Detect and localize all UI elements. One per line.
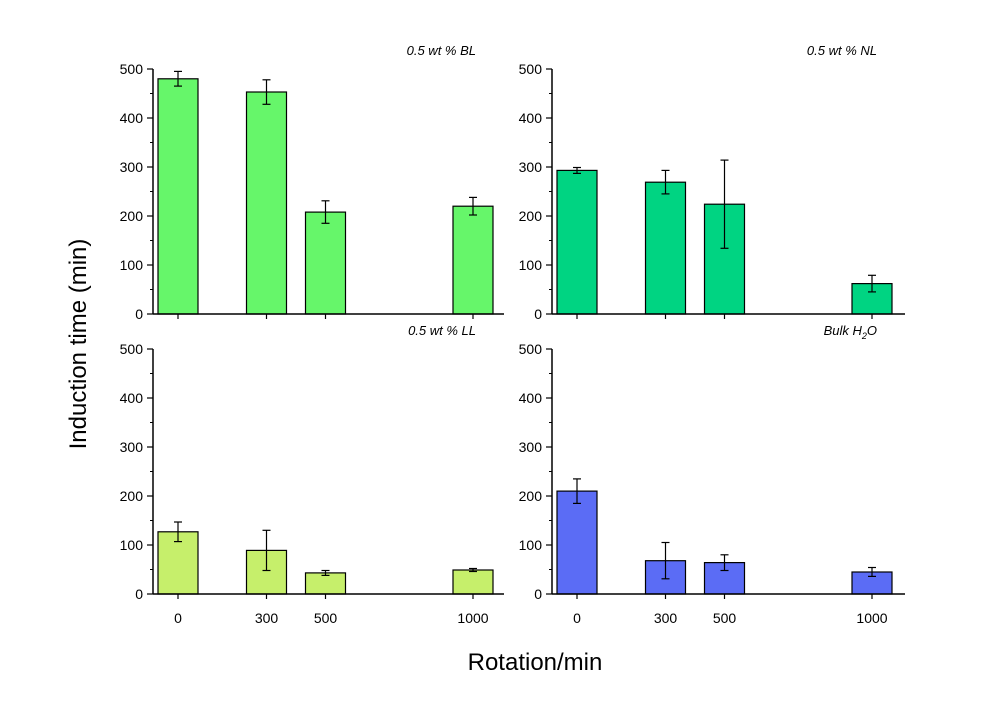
bar-1000: [452, 569, 494, 595]
error-bar-0: [174, 70, 182, 87]
y-axis-title: Induction time (min): [65, 239, 92, 450]
bar-0: [556, 490, 598, 595]
y-tick-label: 400: [120, 390, 144, 406]
panel-title: Bulk H2O: [824, 323, 877, 341]
error-bar-1000: [868, 274, 876, 293]
y-tick-label: 100: [519, 257, 543, 273]
error-bar-1000: [868, 566, 876, 578]
x-tick-label: 500: [713, 610, 737, 626]
y-tick-label: 300: [519, 439, 543, 455]
y-tick-label: 200: [120, 208, 144, 224]
error-bar-500: [321, 569, 330, 577]
x-axis-title: Rotation/min: [468, 649, 603, 676]
x-tick-label: 300: [255, 610, 279, 626]
y-tick-label: 400: [519, 110, 543, 126]
y-tick-label: 500: [120, 61, 144, 77]
bar-0: [157, 78, 199, 315]
y-tick-label: 100: [120, 537, 144, 553]
x-tick-label: 0: [573, 610, 581, 626]
x-tick-label: 1000: [457, 610, 488, 626]
panel-title: 0.5 wt % BL: [407, 43, 476, 58]
x-tick-label: 300: [654, 610, 678, 626]
error-bar-300: [262, 79, 271, 105]
x-tick-label: 500: [314, 610, 338, 626]
bar-0: [556, 169, 598, 315]
y-tick-label: 100: [120, 257, 144, 273]
error-bar-300: [661, 169, 670, 195]
panel-1: 0 100 200 300 400 500 0.5 wt % BL: [120, 43, 504, 322]
error-bar-0: [573, 478, 581, 504]
bar-500: [304, 211, 347, 315]
error-bar-500: [321, 200, 330, 224]
y-tick-label: 200: [519, 488, 543, 504]
y-tick-label: 500: [120, 341, 144, 357]
panel-2: 0 100 200 300 400 500 0.5 wt % NL: [519, 43, 905, 322]
y-tick-label: 200: [120, 488, 144, 504]
y-tick-label: 0: [135, 586, 143, 602]
y-tick-label: 0: [135, 306, 143, 322]
y-tick-label: 500: [519, 341, 543, 357]
y-tick-label: 0: [534, 586, 542, 602]
x-tick-label: 1000: [856, 610, 887, 626]
error-bar-500: [720, 159, 729, 249]
y-tick-label: 100: [519, 537, 543, 553]
error-bar-300: [262, 529, 271, 572]
error-bar-500: [720, 554, 729, 572]
y-tick-label: 200: [519, 208, 543, 224]
y-tick-label: 300: [120, 159, 144, 175]
bar-300: [644, 181, 687, 315]
bar-300: [245, 91, 288, 315]
error-bar-1000: [469, 196, 477, 216]
y-tick-label: 400: [120, 110, 144, 126]
y-tick-label: 400: [519, 390, 543, 406]
panel-3: 0 100 200 300 400 500 0 300 500 1000 0.5 wt % LL: [120, 323, 504, 626]
error-bar-0: [174, 521, 182, 543]
bar-1000: [452, 205, 494, 315]
bar-500: [304, 572, 347, 595]
panel-title: 0.5 wt % NL: [807, 43, 877, 58]
panel-title: 0.5 wt % LL: [408, 323, 476, 338]
y-tick-label: 300: [120, 439, 144, 455]
panel-4: 0 100 200 300 400 500 0 300 500 1000 Bulk H2O: [519, 323, 905, 626]
y-tick-label: 0: [534, 306, 542, 322]
y-tick-label: 500: [519, 61, 543, 77]
error-bar-0: [573, 166, 581, 174]
x-tick-label: 0: [174, 610, 182, 626]
error-bar-300: [661, 541, 670, 580]
error-bar-1000: [469, 567, 477, 573]
y-tick-label: 300: [519, 159, 543, 175]
